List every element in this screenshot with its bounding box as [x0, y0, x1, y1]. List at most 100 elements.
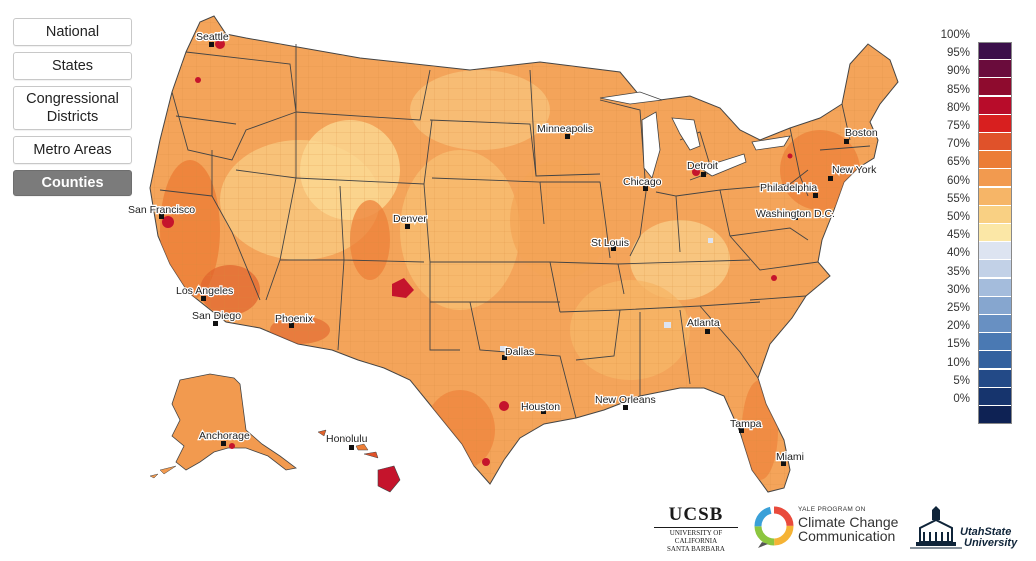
usu-line2: University: [964, 537, 1018, 549]
legend-row: 10%: [934, 357, 1026, 388]
city-washington-dc: Washington D.C.: [755, 207, 836, 221]
legend-row: 90%: [934, 65, 1026, 97]
city-detroit: Detroit: [686, 159, 719, 177]
legend-label: 100%: [940, 29, 970, 41]
legend-label: 35%: [946, 265, 970, 278]
svg-text:Boston: Boston: [845, 127, 878, 139]
city-markers: Seattle San Francisco Los Angeles San Di…: [127, 30, 879, 466]
legend-swatch: [978, 242, 1012, 261]
legend-label: 20%: [946, 320, 970, 333]
legend-row: 5%: [934, 375, 1026, 406]
legend-label: 15%: [946, 338, 970, 351]
legend-swatch: [978, 133, 1012, 151]
svg-text:Miami: Miami: [776, 451, 804, 463]
ucsb-sub2: SANTA BARBARA: [667, 545, 725, 553]
legend-row: 70%: [934, 138, 1026, 170]
counties-button[interactable]: Counties: [13, 170, 132, 196]
legend-label: 75%: [946, 120, 970, 132]
ucsb-sub1: UNIVERSITY OF CALIFORNIA: [669, 529, 723, 545]
geography-selector: National States Congressional Districts …: [13, 18, 132, 196]
svg-text:New Orleans: New Orleans: [595, 394, 656, 406]
legend-row: 100%: [934, 29, 1026, 60]
yale-line1: Climate Change: [798, 514, 899, 530]
legend-row: 80%: [934, 102, 1026, 133]
legend-row: 40%: [934, 247, 1026, 279]
hawaii: [317, 429, 401, 493]
legend-swatch: [978, 96, 1012, 115]
legend-label: 70%: [946, 138, 970, 151]
legend-label: 10%: [946, 356, 970, 369]
legend-label: 45%: [946, 229, 970, 242]
city-minneapolis: Minneapolis: [536, 122, 594, 139]
legend-swatch: [978, 315, 1012, 333]
city-seattle: Seattle: [195, 30, 230, 47]
legend-swatch: [978, 351, 1012, 370]
legend-swatch: [978, 169, 1012, 188]
national-button[interactable]: National: [13, 18, 132, 46]
city-boston: Boston: [844, 126, 879, 144]
svg-text:Anchorage: Anchorage: [199, 430, 250, 442]
legend-swatch: [978, 205, 1012, 224]
svg-text:St Louis: St Louis: [591, 237, 629, 249]
svg-text:Dallas: Dallas: [505, 346, 534, 358]
legend-label: 40%: [946, 247, 970, 260]
city-chicago: Chicago: [622, 175, 663, 191]
city-atlanta: Atlanta: [686, 316, 721, 334]
legend-label: 0%: [953, 393, 970, 405]
states-button[interactable]: States: [13, 52, 132, 80]
city-dallas: Dallas: [502, 345, 535, 360]
legend-label: 30%: [946, 283, 970, 296]
city-st-louis: St Louis: [590, 236, 630, 251]
svg-text:Denver: Denver: [393, 213, 427, 225]
legend-row: 50%: [934, 211, 1026, 242]
state-borders: [159, 44, 871, 419]
svg-text:Minneapolis: Minneapolis: [537, 123, 593, 135]
svg-text:Washington D.C.: Washington D.C.: [756, 208, 835, 220]
svg-text:Seattle: Seattle: [196, 31, 229, 43]
legend-swatch: [978, 60, 1012, 79]
great-lakes: [599, 91, 791, 179]
yale-line2: Communication: [798, 528, 896, 544]
usu-line1: UtahState: [960, 526, 1012, 538]
svg-text:Detroit: Detroit: [687, 160, 718, 172]
svg-text:New York: New York: [832, 164, 877, 176]
legend-swatch: [978, 333, 1012, 352]
city-anchorage: Anchorage: [198, 429, 251, 446]
metro-areas-button[interactable]: Metro Areas: [13, 136, 132, 164]
city-honolulu: Honolulu: [325, 432, 369, 450]
legend-label: 80%: [946, 101, 970, 114]
usu-building-icon: [910, 506, 962, 549]
svg-text:Houston: Houston: [521, 401, 560, 413]
legend-row: 75%: [934, 120, 1026, 151]
legend-row: 20%: [934, 320, 1026, 352]
legend-swatch: [978, 260, 1012, 279]
ucsb-wordmark: UCSB: [668, 504, 724, 525]
legend-swatch: [978, 78, 1012, 97]
legend-row: 25%: [934, 302, 1026, 333]
congressional-districts-button[interactable]: Congressional Districts: [13, 86, 132, 130]
ucsb-logo: UCSB UNIVERSITY OF CALIFORNIA SANTA BARB…: [648, 504, 744, 553]
legend-label: 50%: [946, 211, 970, 223]
legend-label: 25%: [946, 302, 970, 314]
yale-climate-logo: YALE PROGRAM ON Climate Change Communica…: [752, 500, 912, 550]
svg-text:Chicago: Chicago: [623, 176, 662, 188]
city-miami: Miami: [775, 450, 805, 466]
city-los-angeles: Los Angeles: [175, 284, 234, 301]
svg-text:Honolulu: Honolulu: [326, 433, 368, 445]
legend-row: 15%: [934, 338, 1026, 370]
svg-text:San Diego: San Diego: [192, 310, 241, 322]
legend-label: 85%: [946, 83, 970, 96]
legend-swatch: [978, 278, 1012, 297]
legend-row: 60%: [934, 175, 1026, 206]
legend-row: 55%: [934, 193, 1026, 224]
legend-row: 85%: [934, 84, 1026, 115]
legend-swatch: [978, 387, 1012, 406]
svg-text:Philadelphia: Philadelphia: [760, 182, 817, 194]
legend-swatch: [978, 406, 1012, 424]
svg-text:San Francisco: San Francisco: [128, 204, 195, 216]
city-philadelphia: Philadelphia: [759, 181, 819, 198]
svg-text:Los Angeles: Los Angeles: [176, 285, 233, 297]
yale-program-label: YALE PROGRAM ON: [798, 506, 866, 513]
partner-logos: UCSB UNIVERSITY OF CALIFORNIA SANTA BARB…: [640, 500, 1036, 561]
